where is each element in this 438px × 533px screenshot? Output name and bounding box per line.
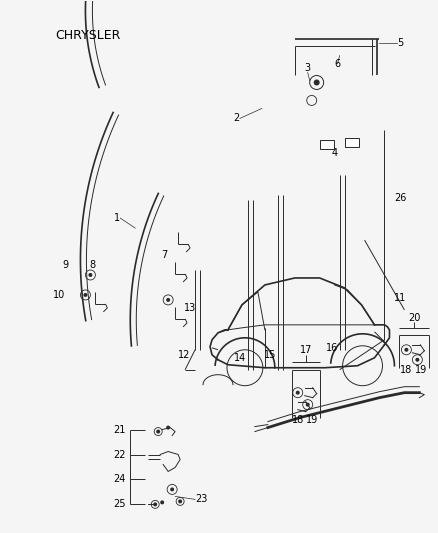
Circle shape — [178, 499, 182, 503]
Circle shape — [83, 293, 88, 297]
Text: 23: 23 — [195, 495, 208, 504]
Text: 3: 3 — [305, 62, 311, 72]
Text: 13: 13 — [184, 303, 196, 313]
Circle shape — [306, 402, 310, 407]
Text: 1: 1 — [114, 213, 120, 223]
Text: 8: 8 — [89, 260, 95, 270]
Text: 6: 6 — [335, 59, 341, 69]
Circle shape — [404, 348, 408, 352]
Text: CHRYSLER: CHRYSLER — [56, 29, 121, 42]
Text: 14: 14 — [234, 353, 246, 363]
Circle shape — [170, 487, 174, 491]
Circle shape — [160, 500, 164, 504]
Text: 16: 16 — [325, 343, 338, 353]
Text: 24: 24 — [113, 474, 125, 484]
Circle shape — [296, 391, 300, 394]
Text: 11: 11 — [395, 293, 407, 303]
Text: 20: 20 — [408, 313, 420, 323]
Circle shape — [156, 430, 160, 433]
Text: 26: 26 — [395, 193, 407, 203]
Text: 10: 10 — [53, 290, 66, 300]
Text: 22: 22 — [113, 449, 125, 459]
Text: 21: 21 — [113, 425, 125, 434]
Circle shape — [415, 358, 419, 362]
Circle shape — [153, 503, 157, 506]
Circle shape — [314, 79, 320, 85]
Bar — [320, 140, 334, 149]
Text: 2: 2 — [234, 114, 240, 123]
Text: 12: 12 — [178, 350, 190, 360]
Text: 17: 17 — [300, 345, 312, 355]
Text: 5: 5 — [397, 38, 404, 47]
Circle shape — [166, 298, 170, 302]
Bar — [345, 139, 359, 147]
Text: 25: 25 — [113, 499, 125, 510]
Text: 4: 4 — [332, 148, 338, 158]
Text: 19: 19 — [306, 415, 318, 425]
Text: 7: 7 — [161, 250, 167, 260]
Text: 15: 15 — [264, 350, 276, 360]
Text: 18: 18 — [400, 365, 413, 375]
Circle shape — [88, 273, 92, 277]
Text: 18: 18 — [292, 415, 304, 425]
Circle shape — [166, 425, 170, 430]
Text: 9: 9 — [62, 260, 68, 270]
Text: 19: 19 — [415, 365, 427, 375]
